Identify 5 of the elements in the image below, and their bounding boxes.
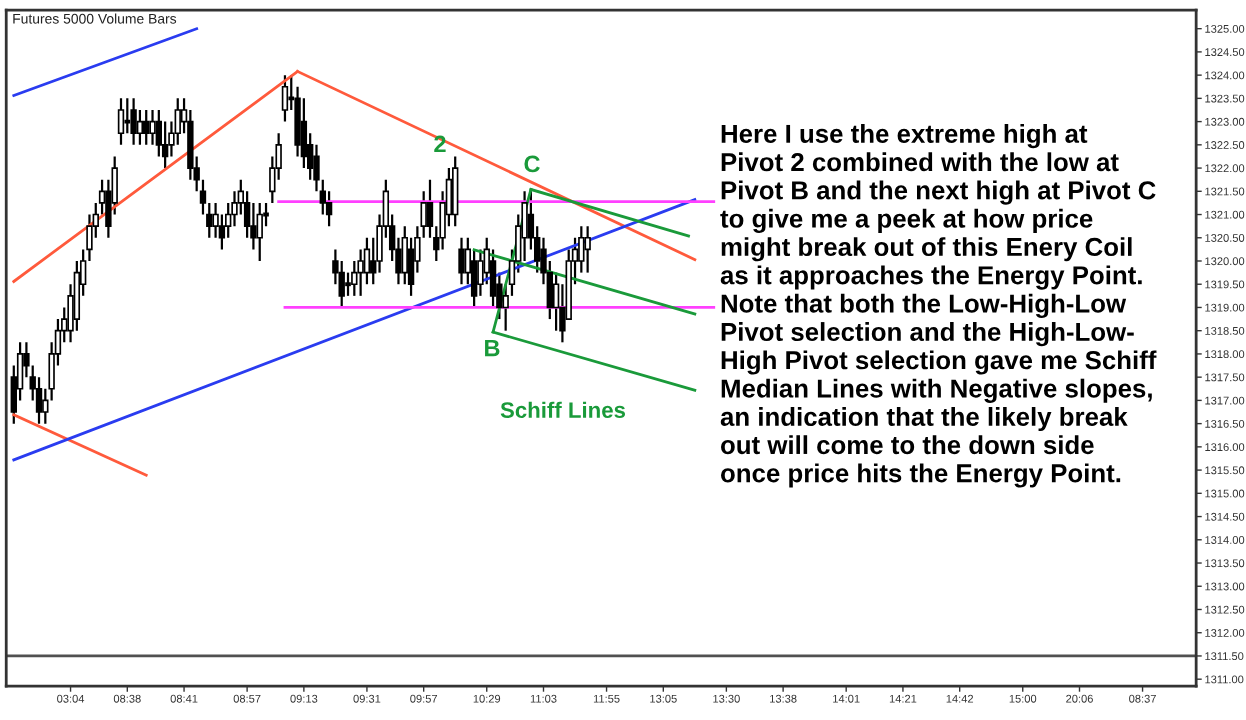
annotation: B [485,339,500,357]
annotation: Schiff Lines [500,401,626,418]
text: Here I use the extreme high at Pivot 2 combined with the low at Pivot B and the next high at Pivot C to give me a peek at how price might break out of this Enery Coil as it approaches the Energy Point. Note that both the Low-High-Low Pivot selection and the High-Low- High Pivot selection gave me Schiff Median Lines with Negative slopes, an indication that the likely break out will come to the down side once price hits the Energy Point. [720,124,1157,488]
annotation: 2 [434,135,446,153]
annotation: C [524,155,540,173]
